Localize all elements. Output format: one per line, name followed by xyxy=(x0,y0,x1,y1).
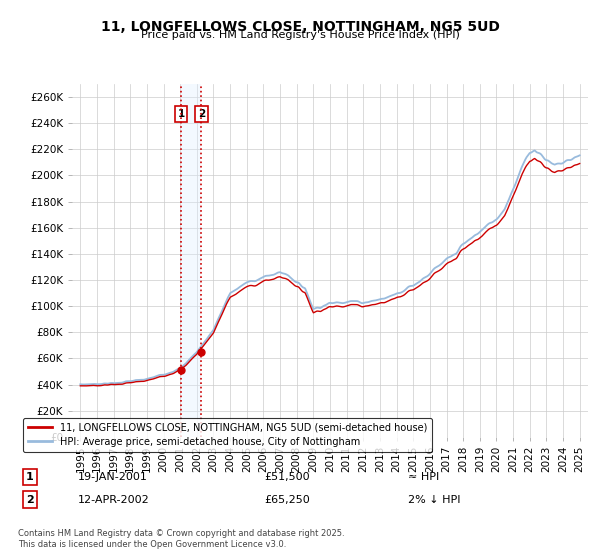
Text: ≈ HPI: ≈ HPI xyxy=(408,472,439,482)
Text: 2% ↓ HPI: 2% ↓ HPI xyxy=(408,494,461,505)
Text: 1: 1 xyxy=(26,472,34,482)
Text: 2: 2 xyxy=(198,109,205,119)
Text: £51,500: £51,500 xyxy=(264,472,310,482)
Text: Price paid vs. HM Land Registry's House Price Index (HPI): Price paid vs. HM Land Registry's House … xyxy=(140,30,460,40)
Text: 12-APR-2002: 12-APR-2002 xyxy=(78,494,150,505)
Text: 19-JAN-2001: 19-JAN-2001 xyxy=(78,472,148,482)
Text: 1: 1 xyxy=(178,109,185,119)
Bar xyxy=(181,84,202,437)
Text: Contains HM Land Registry data © Crown copyright and database right 2025.
This d: Contains HM Land Registry data © Crown c… xyxy=(18,529,344,549)
Legend: 11, LONGFELLOWS CLOSE, NOTTINGHAM, NG5 5UD (semi-detached house), HPI: Average p: 11, LONGFELLOWS CLOSE, NOTTINGHAM, NG5 5… xyxy=(23,418,432,451)
Text: £65,250: £65,250 xyxy=(264,494,310,505)
Text: 2: 2 xyxy=(26,494,34,505)
Text: 11, LONGFELLOWS CLOSE, NOTTINGHAM, NG5 5UD: 11, LONGFELLOWS CLOSE, NOTTINGHAM, NG5 5… xyxy=(101,20,499,34)
